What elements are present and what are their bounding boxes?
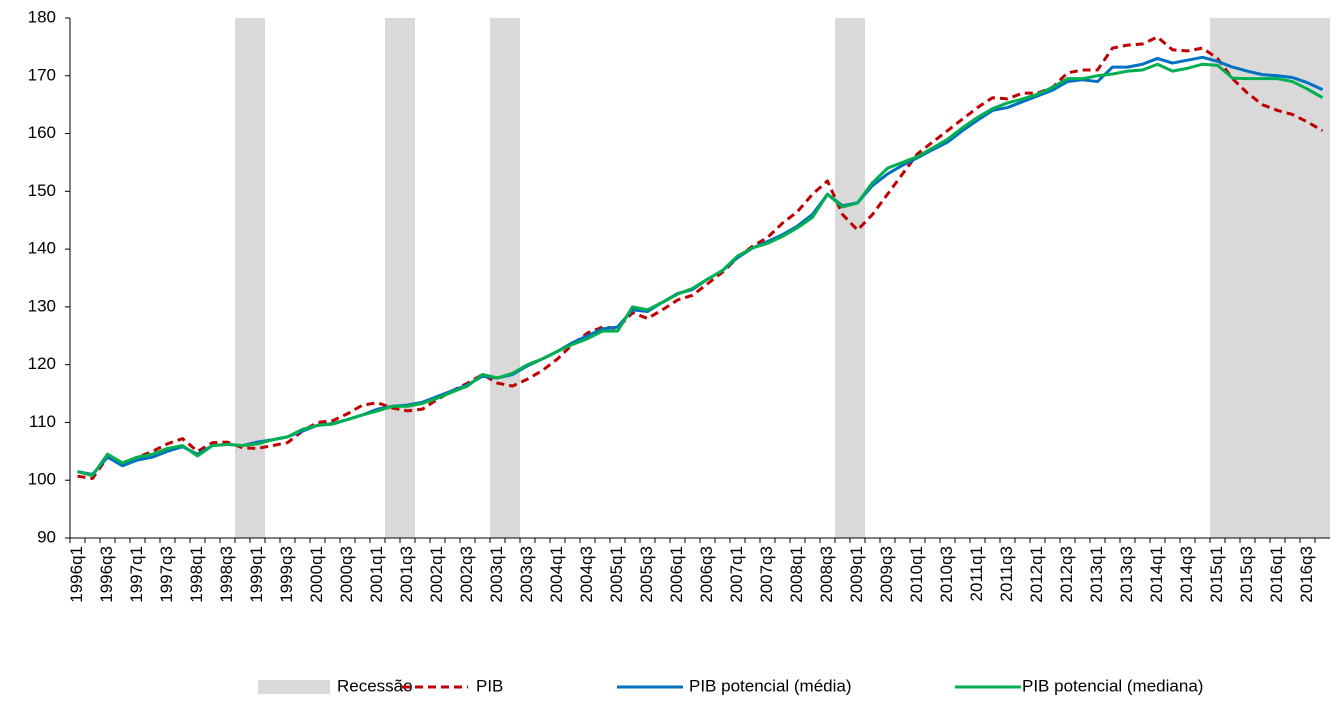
y-tick-label: 150 [28, 181, 56, 200]
recession-bar [1300, 18, 1315, 538]
legend-label: Recessão [337, 676, 413, 695]
x-tick-label: 2012q3 [1057, 546, 1076, 603]
y-tick-label: 160 [28, 123, 56, 142]
x-tick-label: 2003q1 [487, 546, 506, 603]
x-tick-label: 2012q1 [1027, 546, 1046, 603]
series-line [77, 35, 1324, 480]
x-tick-label: 2004q3 [577, 546, 596, 603]
recession-bar [1240, 18, 1255, 538]
y-tick-label: 180 [28, 7, 56, 26]
x-tick-label: 2006q1 [667, 546, 686, 603]
x-tick-label: 2013q1 [1087, 546, 1106, 603]
x-tick-label: 2010q1 [907, 546, 926, 603]
x-tick-label: 2015q3 [1237, 546, 1256, 603]
recession-bar [250, 18, 265, 538]
recession-bar [835, 18, 850, 538]
legend-label: PIB potencial (média) [689, 676, 852, 695]
x-tick-label: 2011q1 [967, 546, 986, 601]
y-tick-label: 110 [29, 412, 56, 431]
x-tick-label: 2001q1 [367, 546, 386, 603]
x-tick-label: 2002q3 [457, 546, 476, 603]
x-tick-label: 2007q1 [727, 546, 746, 603]
x-tick-label: 2014q1 [1147, 546, 1166, 603]
y-tick-label: 130 [28, 296, 56, 315]
recession-bar [1255, 18, 1270, 538]
x-tick-label: 2009q3 [877, 546, 896, 603]
legend-label: PIB potencial (mediana) [1022, 676, 1203, 695]
recession-bar [400, 18, 415, 538]
y-tick-label: 120 [28, 354, 56, 373]
x-tick-label: 1997q3 [157, 546, 176, 603]
x-tick-label: 1999q3 [277, 546, 296, 603]
x-tick-label: 2000q1 [307, 546, 326, 603]
y-tick-label: 170 [28, 65, 56, 84]
x-tick-label: 2005q1 [607, 546, 626, 603]
x-tick-label: 2010q3 [937, 546, 956, 603]
legend-label: PIB [476, 676, 503, 695]
x-tick-label: 1999q1 [247, 546, 266, 603]
recession-bar [1315, 18, 1330, 538]
x-tick-label: 2016q1 [1267, 546, 1286, 603]
recession-bar [385, 18, 400, 538]
recession-bar [1285, 18, 1300, 538]
recession-bar [1270, 18, 1285, 538]
x-tick-label: 1996q3 [97, 546, 116, 603]
x-tick-label: 2000q3 [337, 546, 356, 603]
x-tick-label: 2001q3 [397, 546, 416, 603]
x-tick-label: 2002q1 [427, 546, 446, 603]
x-tick-label: 2007q3 [757, 546, 776, 603]
series-line [77, 62, 1324, 478]
legend-swatch [258, 680, 330, 694]
x-tick-label: 2014q3 [1177, 546, 1196, 603]
recession-bar [1210, 18, 1225, 538]
recession-bar [490, 18, 505, 538]
x-tick-label: 2008q1 [787, 546, 806, 603]
x-tick-label: 2016q3 [1297, 546, 1316, 603]
recession-bar [850, 18, 865, 538]
y-tick-label: 90 [37, 527, 56, 546]
x-tick-label: 2008q3 [817, 546, 836, 603]
y-tick-label: 140 [28, 239, 56, 258]
x-tick-label: 2006q3 [697, 546, 716, 603]
x-tick-label: 2005q3 [637, 546, 656, 603]
x-tick-label: 2004q1 [547, 546, 566, 603]
x-tick-label: 2011q3 [997, 546, 1016, 601]
recession-bar [505, 18, 520, 538]
x-tick-label: 2009q1 [847, 546, 866, 603]
x-tick-label: 1998q1 [187, 546, 206, 603]
x-tick-label: 1997q1 [127, 546, 146, 603]
x-tick-label: 2013q3 [1117, 546, 1136, 603]
x-tick-label: 2003q3 [517, 546, 536, 603]
recession-bar [235, 18, 250, 538]
x-tick-label: 2015q1 [1207, 546, 1226, 603]
y-tick-label: 100 [28, 470, 56, 489]
x-tick-label: 1996q1 [67, 546, 86, 603]
recession-bar [1225, 18, 1240, 538]
x-tick-label: 1998q3 [217, 546, 236, 603]
